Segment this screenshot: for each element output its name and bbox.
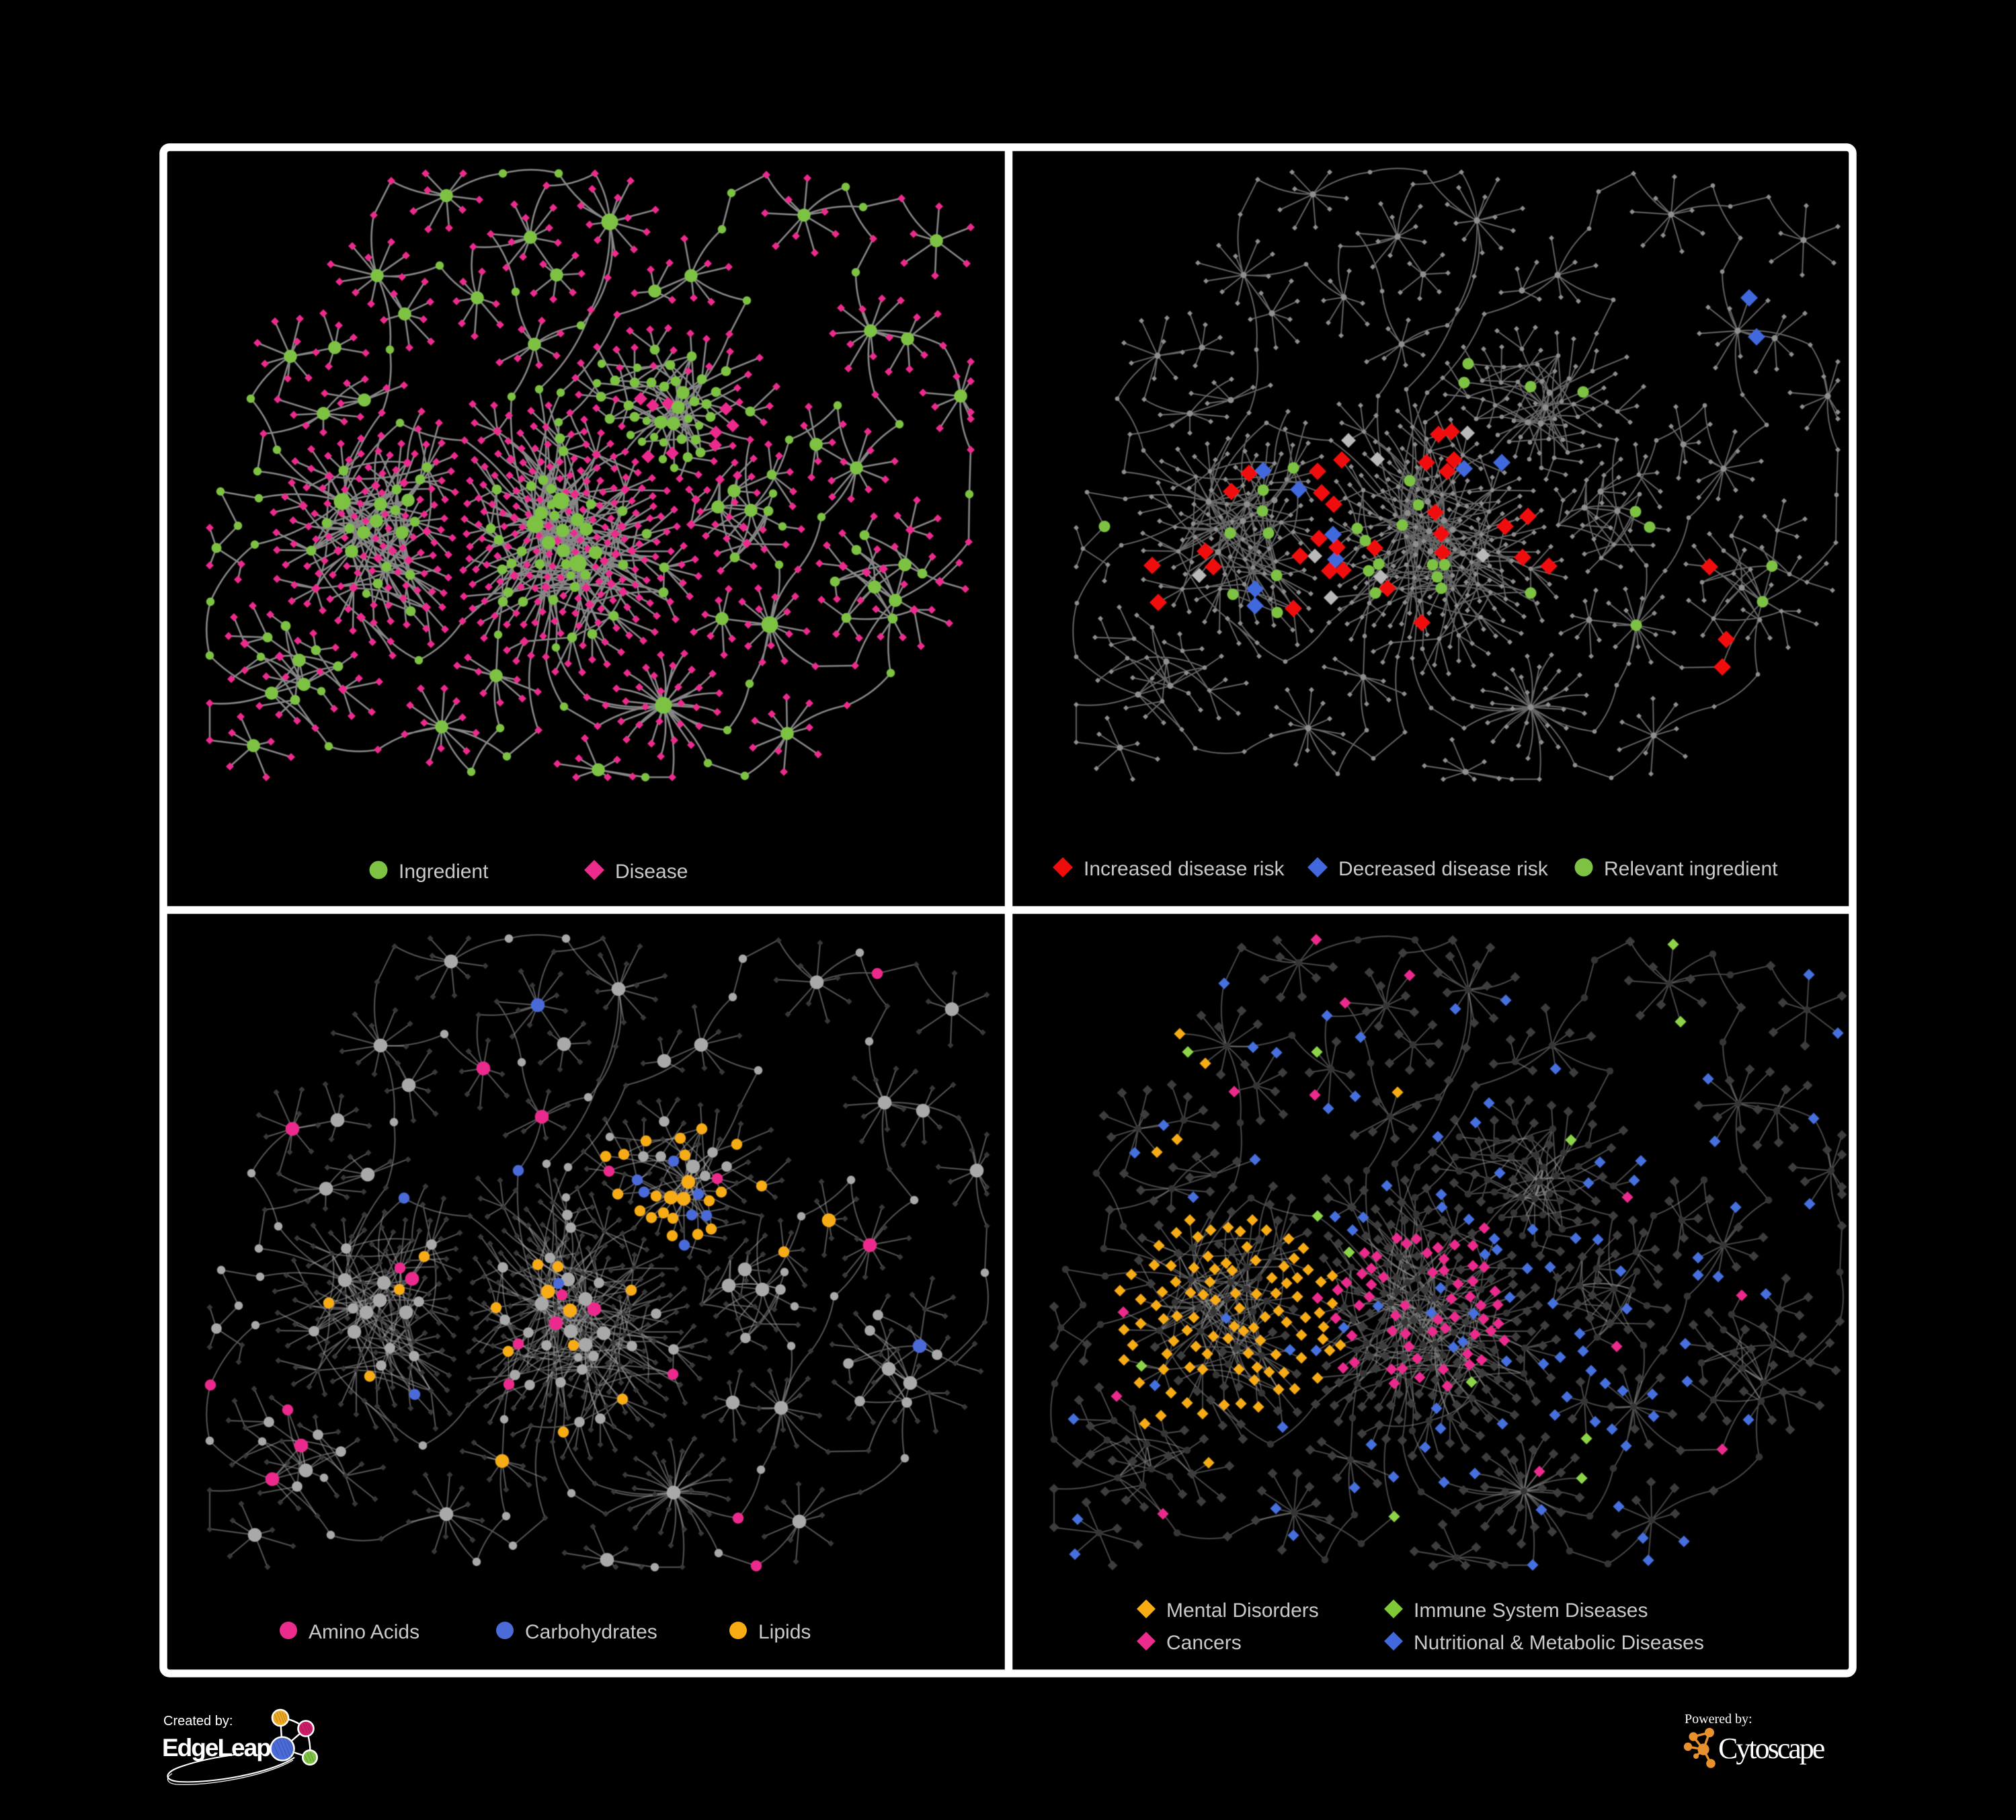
svg-text:Ingredient: Ingredient (399, 861, 489, 883)
svg-text:Cytoscape: Cytoscape (1718, 1732, 1824, 1765)
svg-text:Immune System Diseases: Immune System Diseases (1414, 1599, 1648, 1622)
svg-text:Created by:: Created by: (163, 1714, 233, 1729)
svg-text:Powered by:: Powered by: (1685, 1712, 1752, 1727)
svg-text:Cancers: Cancers (1166, 1632, 1242, 1654)
svg-text:Decreased disease risk: Decreased disease risk (1338, 858, 1549, 880)
svg-text:Relevant ingredient: Relevant ingredient (1604, 858, 1778, 880)
svg-text:Carbohydrates: Carbohydrates (525, 1621, 657, 1643)
svg-text:Nutritional & Metabolic Diseas: Nutritional & Metabolic Diseases (1414, 1632, 1704, 1654)
svg-text:Amino Acids: Amino Acids (309, 1621, 419, 1643)
svg-text:Lipids: Lipids (758, 1621, 811, 1643)
svg-text:Increased disease risk: Increased disease risk (1084, 858, 1285, 880)
svg-text:Mental Disorders: Mental Disorders (1166, 1599, 1319, 1622)
svg-text:Disease: Disease (615, 861, 688, 883)
